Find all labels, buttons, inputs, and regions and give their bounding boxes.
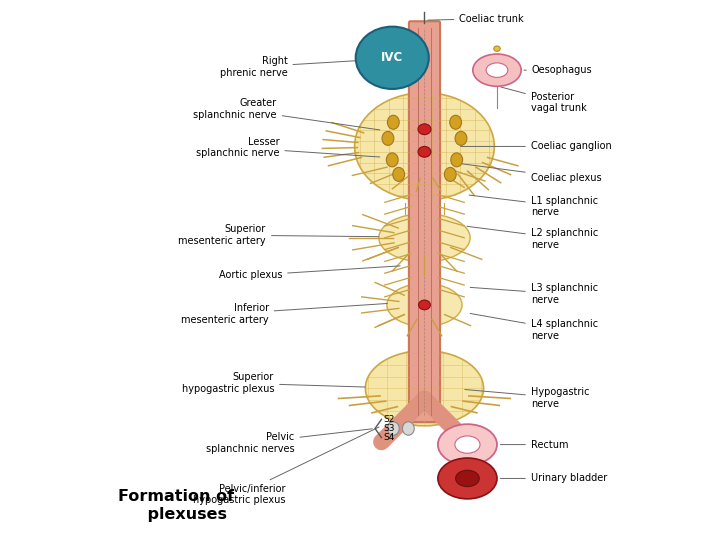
- Ellipse shape: [387, 153, 398, 167]
- Text: Right
phrenic nerve: Right phrenic nerve: [220, 56, 401, 78]
- Text: L2 splanchnic
nerve: L2 splanchnic nerve: [467, 226, 598, 249]
- Ellipse shape: [451, 153, 463, 167]
- Text: Pelvic/inferior
hypogastric plexus: Pelvic/inferior hypogastric plexus: [194, 427, 379, 505]
- Text: Lesser
splanchnic nerve: Lesser splanchnic nerve: [196, 137, 379, 158]
- Text: S3: S3: [384, 424, 395, 433]
- Ellipse shape: [455, 436, 480, 453]
- Ellipse shape: [444, 167, 456, 181]
- Text: Superior
mesenteric artery: Superior mesenteric artery: [179, 224, 379, 246]
- Text: L4 splanchnic
nerve: L4 splanchnic nerve: [470, 313, 598, 341]
- Text: Hypogastric
nerve: Hypogastric nerve: [465, 387, 590, 409]
- Ellipse shape: [402, 422, 414, 435]
- Ellipse shape: [495, 64, 500, 68]
- Text: Posterior
vagal trunk: Posterior vagal trunk: [500, 87, 587, 113]
- Text: Superior
hypogastric plexus: Superior hypogastric plexus: [181, 372, 365, 394]
- Ellipse shape: [418, 300, 431, 310]
- Ellipse shape: [450, 115, 462, 129]
- Text: Aortic plexus: Aortic plexus: [219, 266, 400, 280]
- Ellipse shape: [387, 422, 399, 435]
- Text: Rectum: Rectum: [500, 440, 568, 450]
- Ellipse shape: [382, 131, 394, 145]
- Text: Greater
splanchnic nerve: Greater splanchnic nerve: [193, 98, 380, 130]
- Text: Inferior
mesenteric artery: Inferior mesenteric artery: [181, 303, 387, 325]
- Ellipse shape: [355, 93, 495, 200]
- Text: L1 splanchnic
nerve: L1 splanchnic nerve: [469, 195, 598, 218]
- Ellipse shape: [494, 46, 500, 51]
- Ellipse shape: [473, 54, 521, 86]
- Ellipse shape: [387, 284, 462, 326]
- Text: S4: S4: [384, 433, 395, 442]
- Ellipse shape: [356, 26, 429, 89]
- FancyBboxPatch shape: [409, 21, 440, 422]
- Text: IVC: IVC: [381, 51, 403, 64]
- Ellipse shape: [365, 350, 484, 426]
- Ellipse shape: [379, 214, 470, 262]
- Text: L3 splanchnic
nerve: L3 splanchnic nerve: [470, 284, 598, 305]
- Ellipse shape: [393, 167, 405, 181]
- Text: Coeliac ganglion: Coeliac ganglion: [461, 141, 611, 151]
- Ellipse shape: [438, 458, 497, 499]
- Text: Pelvic
splanchnic nerves: Pelvic splanchnic nerves: [206, 429, 372, 454]
- Ellipse shape: [387, 115, 399, 129]
- Ellipse shape: [438, 424, 497, 465]
- Text: Urinary bladder: Urinary bladder: [500, 474, 607, 483]
- Ellipse shape: [455, 131, 467, 145]
- Text: Oesophagus: Oesophagus: [524, 65, 593, 75]
- Ellipse shape: [456, 470, 480, 487]
- Ellipse shape: [418, 124, 431, 134]
- Text: S2: S2: [384, 415, 395, 424]
- Ellipse shape: [418, 146, 431, 157]
- Text: Coeliac trunk: Coeliac trunk: [428, 14, 524, 24]
- Ellipse shape: [486, 63, 508, 77]
- Text: Coeliac plexus: Coeliac plexus: [455, 163, 601, 183]
- Text: Formation of
    plexuses: Formation of plexuses: [118, 489, 234, 522]
